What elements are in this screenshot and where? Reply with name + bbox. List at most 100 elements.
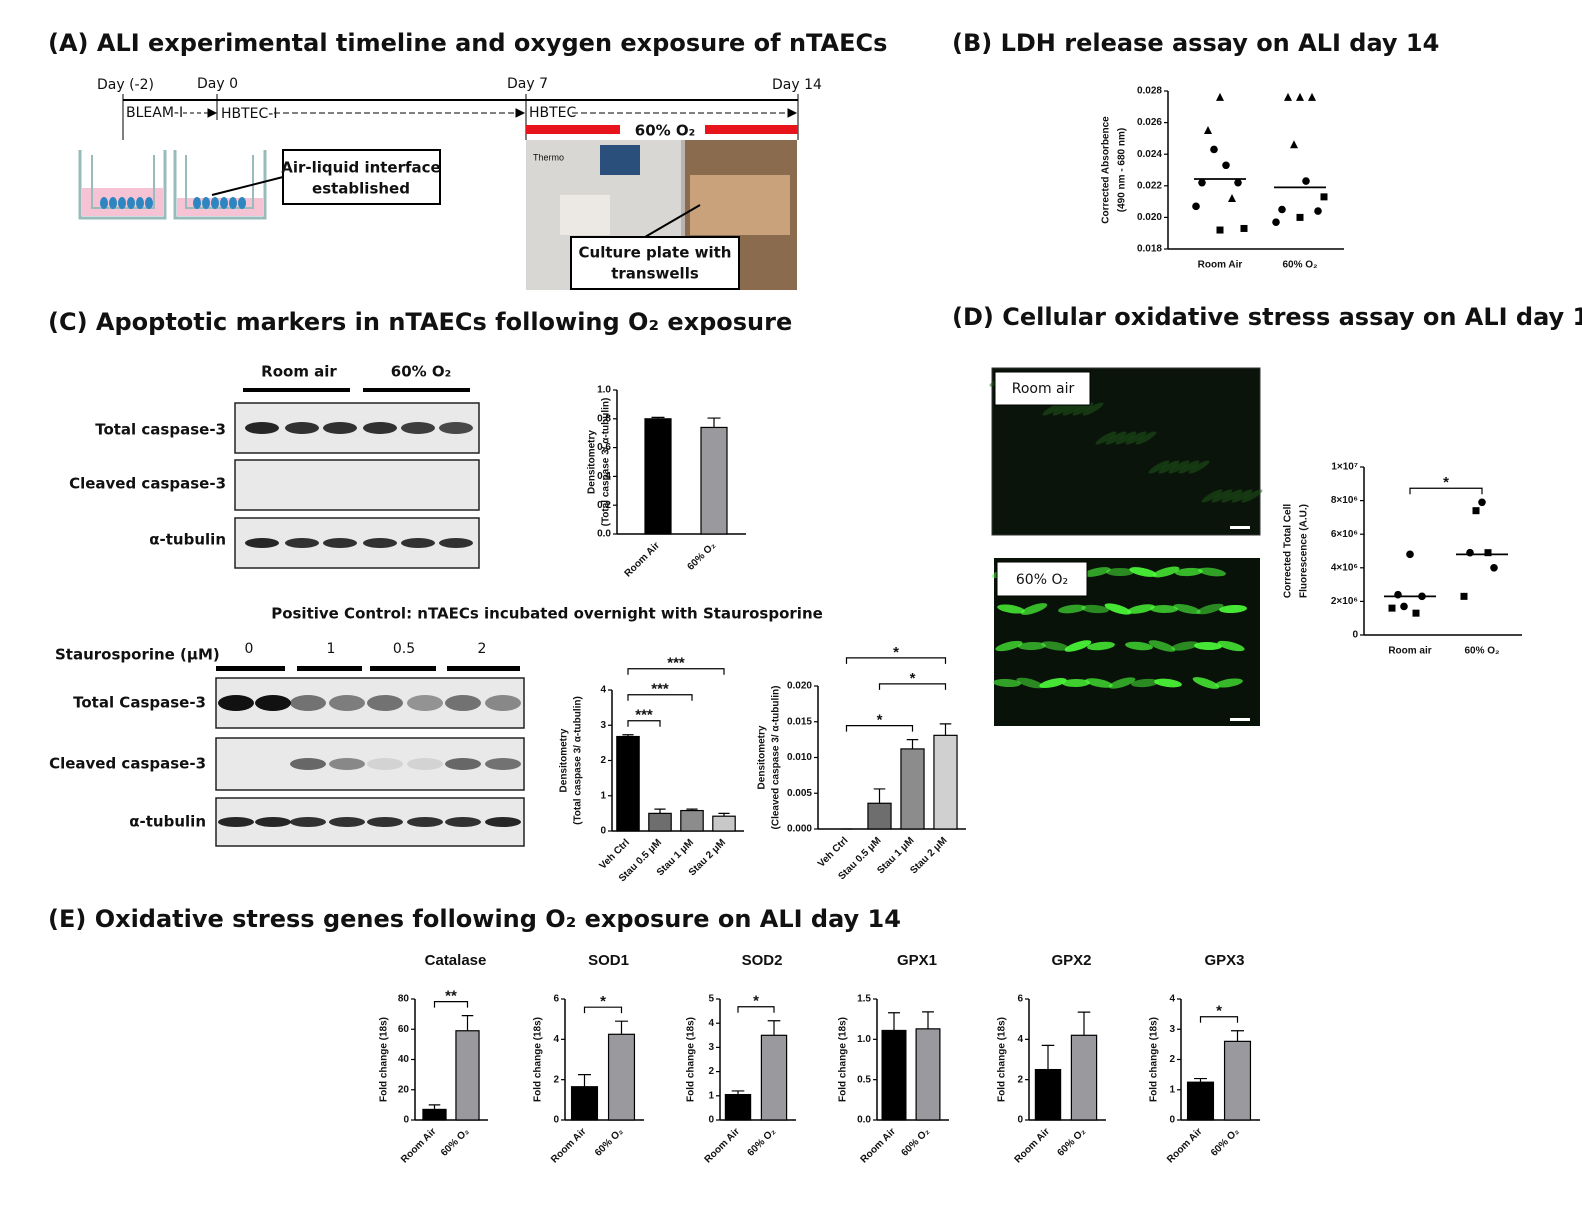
point [1412, 609, 1420, 617]
y-tick-label: 20 [398, 1084, 410, 1095]
point [1320, 193, 1328, 201]
y-tick-label: 0 [708, 1115, 714, 1126]
cell [997, 604, 1025, 614]
cell [1198, 567, 1226, 577]
cell [1039, 677, 1067, 689]
error-bar [906, 739, 919, 749]
significance-bracket [1409, 487, 1483, 495]
media-label: BLEAM-I [126, 105, 183, 121]
dose: 0.5 [393, 641, 415, 657]
band [407, 758, 443, 770]
bar [1070, 1034, 1098, 1121]
y-tick-label: 0.0 [857, 1115, 871, 1126]
chart-title: GPX2 [1051, 952, 1091, 969]
band [407, 817, 443, 827]
y-tick-label: 2 [553, 1074, 559, 1085]
cell [1104, 603, 1132, 615]
point [1296, 92, 1304, 101]
significance-bracket [627, 694, 693, 701]
cell [1158, 460, 1180, 474]
band [363, 538, 397, 548]
significance-bracket [627, 720, 661, 727]
cell [1062, 402, 1084, 416]
band [290, 758, 326, 770]
point [1472, 507, 1480, 515]
blot-group: Room air [261, 363, 337, 381]
band [218, 695, 254, 711]
chart-title: GPX3 [1204, 952, 1244, 969]
dose-bar [297, 666, 362, 671]
error-bar [939, 723, 952, 736]
band [485, 817, 521, 827]
dose-label: Staurosporine (μM) [55, 646, 220, 664]
error-bar [651, 416, 665, 419]
y-tick-label: 0.2 [597, 500, 611, 511]
image-label: 60% O₂ [1016, 572, 1068, 588]
cell [1105, 431, 1127, 445]
point [1314, 207, 1322, 215]
band [445, 695, 481, 711]
dose: 2 [478, 641, 487, 657]
point [1272, 218, 1280, 226]
image-label: Room air [1012, 381, 1075, 397]
y-axis-label: Fold change (18s) [686, 1017, 697, 1102]
point [1460, 592, 1468, 600]
panel-title: (E) Oxidative stress genes following O₂ … [48, 905, 901, 933]
y-tick-label: 2 [1169, 1054, 1175, 1065]
y-tick-label: 1 [708, 1090, 714, 1101]
band [401, 422, 435, 434]
cell [1082, 402, 1104, 416]
band [329, 817, 365, 827]
error-bar [654, 808, 666, 814]
band [290, 695, 326, 711]
y-tick-label: 3 [708, 1042, 714, 1053]
callout-text: Air-liquid interface [281, 159, 440, 177]
y-tick-label: 5 [708, 994, 714, 1005]
cell [1175, 567, 1203, 577]
y-tick-label: 0.022 [1137, 180, 1162, 191]
y-tick-label: 0.026 [1137, 117, 1162, 128]
cell [1192, 677, 1220, 689]
point [1192, 202, 1200, 211]
callout-text: established [312, 180, 410, 198]
band [329, 758, 365, 770]
callout-text: Culture plate with [579, 244, 732, 262]
bar [900, 748, 925, 830]
bar [422, 1108, 447, 1121]
cell [1042, 402, 1064, 416]
point [1290, 140, 1298, 149]
point [1406, 550, 1414, 559]
image-label-box [994, 371, 1091, 406]
point [1466, 548, 1474, 557]
day-label: Day 7 [507, 76, 548, 92]
cell [1168, 460, 1190, 474]
point [1240, 224, 1248, 232]
bar [881, 1029, 907, 1121]
point [1388, 604, 1396, 612]
callout-box [282, 149, 441, 205]
band [367, 695, 403, 711]
x-tick-label: Room Air [1198, 260, 1243, 271]
point [1198, 178, 1206, 187]
point [1308, 92, 1316, 101]
y-axis-label: Fold change (18s) [997, 1017, 1008, 1102]
y-axis-label: (490 nm - 680 nm) [1117, 128, 1128, 212]
y-axis-label: (Cleaved caspase 3/ α-tubulin) [771, 686, 782, 830]
cell [1064, 640, 1092, 652]
cell [1152, 566, 1180, 578]
band [245, 422, 279, 434]
y-axis-label: Fold change (18s) [838, 1017, 849, 1102]
callout-text: transwells [611, 265, 699, 283]
band [218, 817, 254, 827]
error-bar [1231, 1030, 1244, 1042]
error-bar [461, 1015, 474, 1031]
error-bar [873, 788, 886, 804]
cell [1083, 567, 1111, 577]
y-tick-label: 1.0 [857, 1034, 871, 1045]
y-tick-label: 0.8 [597, 413, 611, 424]
day-label: Day (-2) [97, 77, 154, 93]
error-bar [428, 1104, 441, 1110]
error-bar [578, 1074, 591, 1087]
point [1400, 602, 1408, 611]
